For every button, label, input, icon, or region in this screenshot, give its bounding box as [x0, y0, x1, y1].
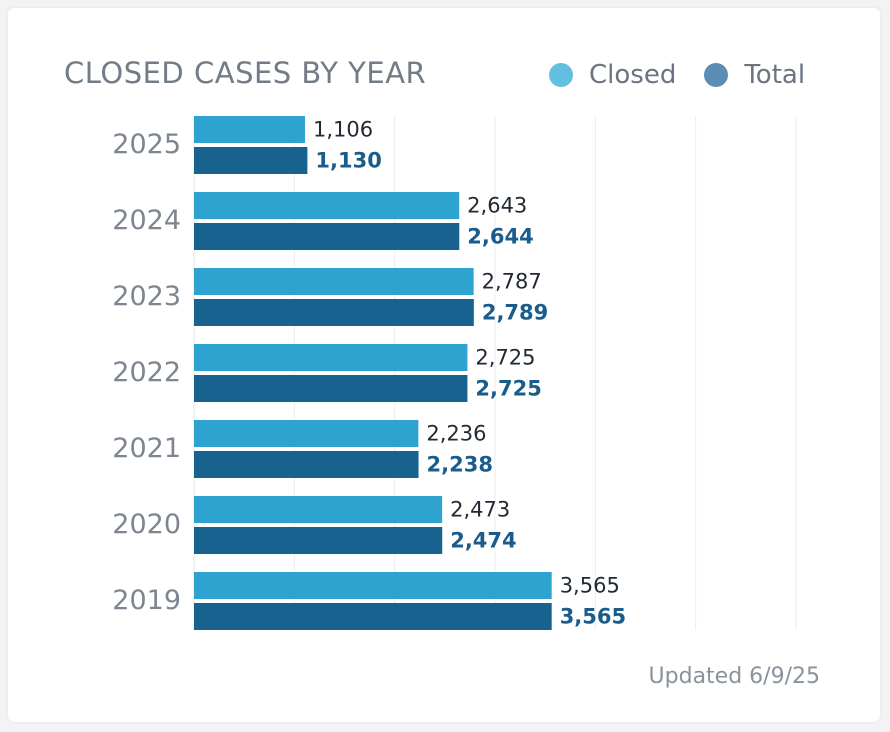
data-label-closed-2019: 3,565 — [560, 574, 620, 598]
legend-swatch-total — [704, 63, 729, 87]
bar-closed-2021 — [194, 420, 419, 447]
data-label-closed-2021: 2,236 — [426, 422, 486, 446]
data-label-total-2021: 2,238 — [427, 453, 493, 477]
legend-swatch-closed — [549, 63, 573, 87]
data-label-closed-2020: 2,473 — [450, 498, 510, 522]
bar-total-2025 — [194, 147, 308, 174]
data-label-closed-2024: 2,643 — [467, 194, 527, 218]
data-label-total-2023: 2,789 — [482, 301, 548, 325]
legend-label-total: Total — [744, 60, 806, 90]
tick-label-2025: 2025 — [112, 129, 181, 160]
data-label-total-2022: 2,725 — [475, 377, 541, 401]
bar-total-2023 — [194, 299, 474, 326]
tick-label-2024: 2024 — [112, 205, 181, 236]
legend-item-total[interactable]: Total — [704, 60, 805, 90]
data-label-total-2025: 1,130 — [315, 149, 381, 173]
tick-label-2019: 2019 — [112, 585, 181, 616]
legend-label-closed: Closed — [589, 60, 677, 90]
data-label-total-2020: 2,474 — [450, 529, 516, 553]
updated-timestamp: Updated 6/9/25 — [648, 664, 820, 689]
bar-closed-2023 — [194, 268, 474, 295]
bar-total-2021 — [194, 451, 419, 478]
bar-total-2019 — [194, 603, 552, 630]
bar-closed-2022 — [194, 344, 468, 371]
data-label-total-2019: 3,565 — [560, 605, 626, 629]
bar-closed-2024 — [194, 192, 460, 219]
bar-closed-2019 — [194, 572, 552, 599]
tick-label-2023: 2023 — [112, 281, 181, 312]
chart-legend: Closed Total — [549, 60, 833, 90]
tick-label-2021: 2021 — [112, 433, 181, 464]
tick-label-2020: 2020 — [112, 509, 181, 540]
data-label-closed-2022: 2,725 — [475, 346, 535, 370]
bar-closed-2025 — [194, 116, 305, 143]
bar-total-2024 — [194, 223, 460, 250]
chart-title: CLOSED CASES BY YEAR — [64, 56, 427, 90]
data-label-total-2024: 2,644 — [467, 225, 533, 249]
bar-closed-2020 — [194, 496, 443, 523]
tick-label-2022: 2022 — [112, 357, 181, 388]
bar-total-2020 — [194, 527, 443, 554]
data-label-closed-2025: 1,106 — [313, 118, 373, 142]
bar-total-2022 — [194, 375, 468, 402]
legend-item-closed[interactable]: Closed — [549, 60, 676, 90]
data-label-closed-2023: 2,787 — [482, 270, 542, 294]
